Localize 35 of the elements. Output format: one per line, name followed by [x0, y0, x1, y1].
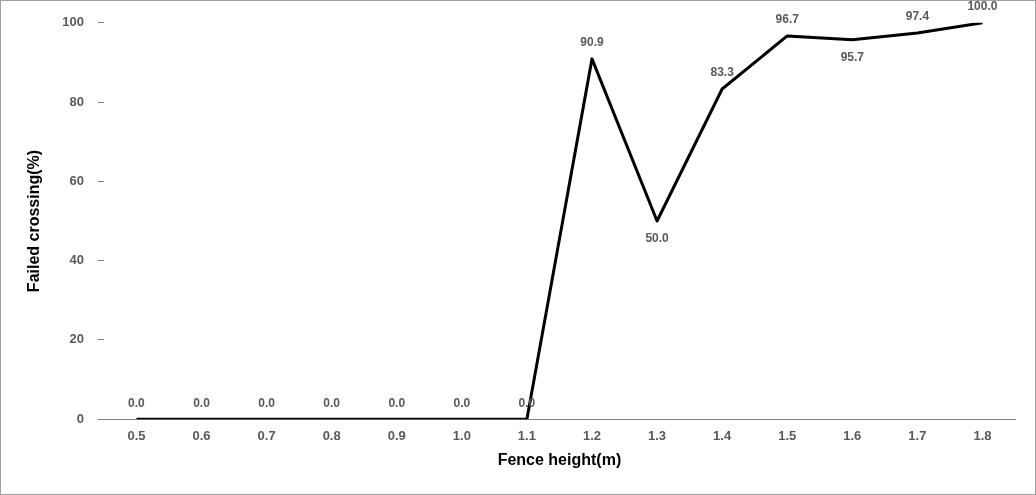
- data-label: 0.0: [323, 395, 341, 410]
- x-tick-label: 0.9: [387, 427, 406, 443]
- y-tick-label: 40: [69, 252, 84, 268]
- x-tick-label: 1.4: [713, 427, 732, 443]
- data-label: 0.0: [193, 395, 211, 410]
- x-tick-label: 1.5: [778, 427, 797, 443]
- x-tick-label: 1.2: [582, 427, 602, 443]
- y-axis-title: Failed crossing(%): [25, 149, 43, 293]
- data-label: 0.0: [388, 395, 406, 410]
- x-tick-label: 1.7: [908, 427, 927, 443]
- x-tick-label: 1.3: [648, 427, 667, 443]
- data-label: 90.9: [580, 35, 604, 50]
- data-label: 95.7: [840, 50, 865, 65]
- y-tick-label: 20: [69, 331, 84, 347]
- data-label: 96.7: [775, 12, 800, 27]
- data-label: 83.3: [710, 65, 735, 80]
- x-tick-label: 1.8: [973, 427, 992, 443]
- y-tick-label: 100: [62, 14, 84, 30]
- x-tick-label: 0.7: [257, 427, 276, 443]
- x-axis-title: Fence height(m): [497, 450, 622, 468]
- x-tick-label: 1.6: [843, 427, 862, 443]
- data-label: 97.4: [905, 9, 930, 24]
- y-tick-label: 0: [76, 410, 84, 426]
- x-tick-label: 1.1: [517, 427, 536, 443]
- y-tick-label: 80: [69, 93, 84, 109]
- x-tick-label: 0.5: [127, 427, 146, 443]
- x-tick-label: 0.6: [192, 427, 211, 443]
- x-tick-label: 0.8: [322, 427, 341, 443]
- data-label: 0.0: [128, 395, 146, 410]
- x-tick-label: 1.0: [452, 427, 471, 443]
- y-tick-label: 60: [69, 172, 84, 188]
- data-label: 50.0: [645, 231, 670, 246]
- data-label: 0.0: [258, 395, 276, 410]
- data-label: 100.0: [967, 0, 998, 14]
- data-label: 0.0: [453, 395, 471, 410]
